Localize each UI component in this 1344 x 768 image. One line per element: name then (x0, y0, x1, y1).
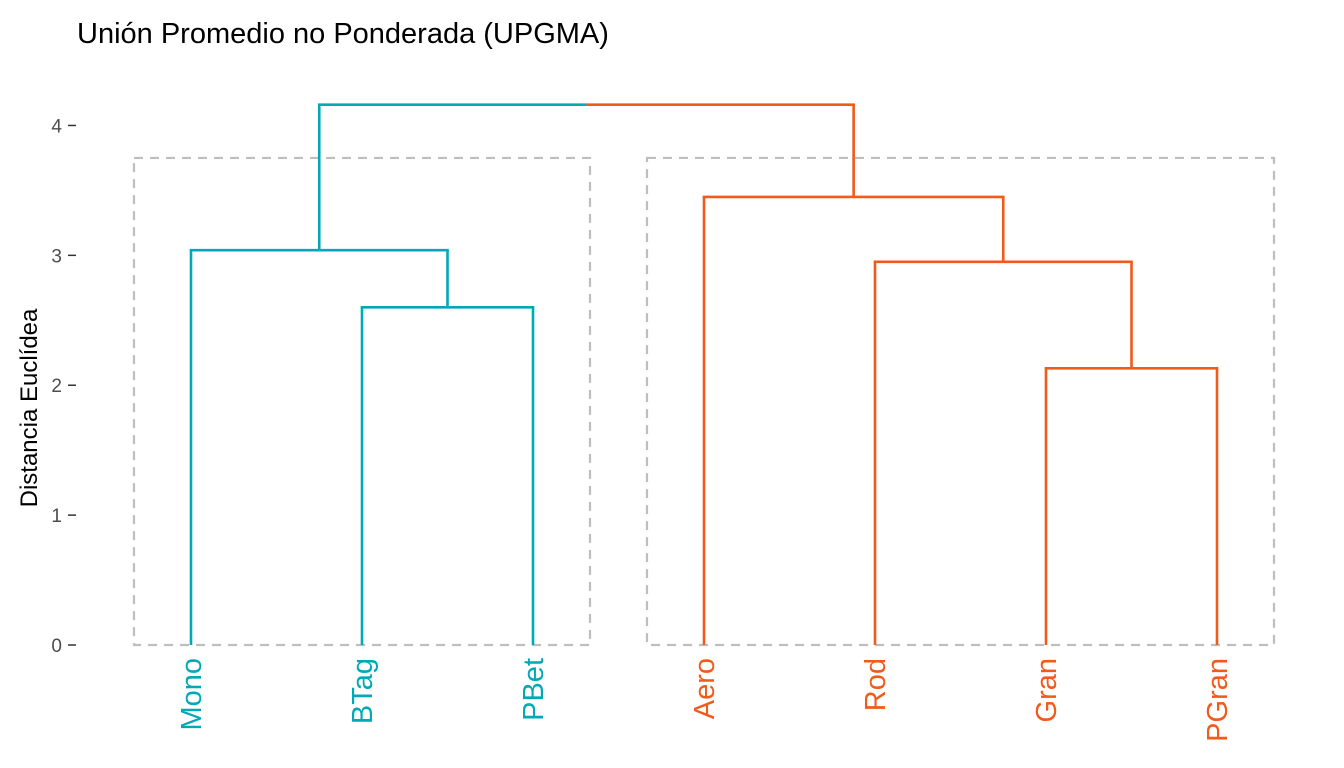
chart-title: Unión Promedio no Ponderada (UPGMA) (77, 18, 609, 50)
leaf-label: Gran (1031, 658, 1063, 722)
y-tick-label: 3 (51, 246, 62, 267)
leaf-label: BTag (347, 658, 379, 724)
leaf-label: Rod (860, 658, 892, 711)
leaf-label: PBet (518, 658, 550, 721)
y-tick-label: 4 (51, 116, 62, 137)
y-axis: 0 1 2 3 4 (51, 116, 76, 657)
y-tick-label: 2 (51, 376, 62, 397)
y-tick-label: 0 (51, 636, 62, 657)
cluster-rect-2 (645, 156, 1276, 647)
leaf-label: PGran (1202, 658, 1234, 742)
leaf-label: Aero (689, 658, 721, 719)
dendrogram-links (189, 103, 1219, 645)
y-axis-label: Distancia Euclídea (16, 308, 43, 507)
y-tick-label: 1 (51, 506, 62, 527)
leaf-labels: Mono BTag PBet Aero Rod Gran PGran (176, 658, 1234, 742)
leaf-label: Mono (176, 658, 208, 731)
